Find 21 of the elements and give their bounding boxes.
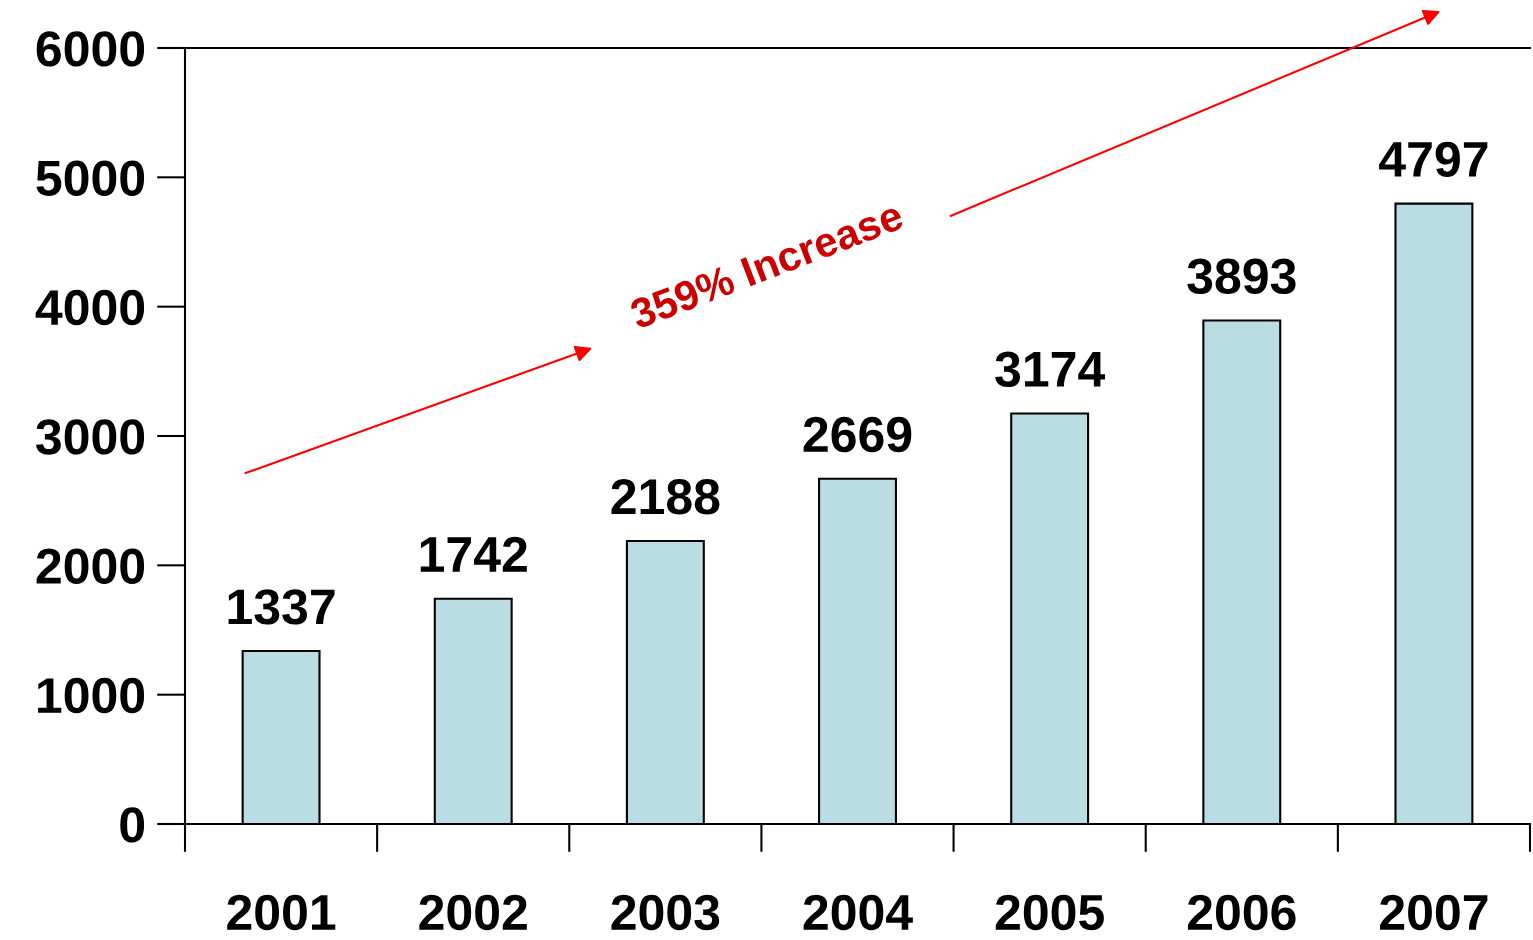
- x-tick-label: 2007: [1380, 894, 1488, 931]
- x-tick-label: 2004: [803, 894, 913, 931]
- data-label: 1337: [228, 589, 335, 625]
- data-label: 4797: [1379, 141, 1488, 178]
- x-tick-label: 2003: [611, 894, 720, 931]
- x-tick-label: 2001: [227, 894, 336, 931]
- y-tick-label: 6000: [36, 31, 145, 67]
- y-tick-label: 5000: [36, 160, 145, 196]
- data-label: 2188: [611, 479, 720, 515]
- data-label: 1742: [420, 536, 527, 572]
- y-tick-label: 2000: [36, 548, 145, 584]
- y-tick-label: 4000: [35, 289, 145, 326]
- x-tick-label: 2006: [1187, 894, 1296, 931]
- x-tick-label: 2002: [419, 894, 527, 931]
- y-tick-label: 3000: [36, 419, 145, 455]
- data-label: 2669: [803, 416, 912, 453]
- x-tick-label: 2005: [995, 894, 1104, 931]
- data-label: 3893: [1187, 258, 1296, 295]
- data-label: 3174: [995, 351, 1105, 388]
- y-tick-label: 0: [120, 807, 145, 843]
- y-tick-label: 1000: [38, 677, 145, 714]
